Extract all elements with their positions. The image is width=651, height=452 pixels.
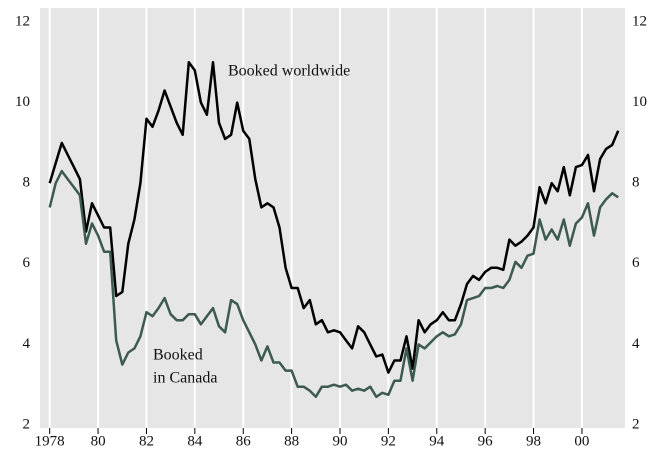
x-tick-label: 86 (236, 433, 252, 449)
y-tick-label: 8 (23, 175, 31, 191)
y-tick-label: 12 (15, 13, 30, 29)
annotation: Booked worldwide (228, 63, 350, 80)
y2-tick-label: 8 (632, 175, 640, 191)
plot-background (40, 8, 625, 428)
x-tick-label: 00 (574, 433, 589, 449)
x-tick-label: 96 (478, 433, 494, 449)
y2-tick-label: 12 (632, 13, 647, 29)
x-tick-label: 90 (333, 433, 348, 449)
y2-tick-label: 6 (632, 255, 640, 271)
x-tick-label: 84 (187, 433, 203, 449)
y2-tick-label: 2 (632, 416, 640, 432)
data-line (48, 169, 619, 399)
data-line (48, 61, 620, 374)
x-tick-label: 1978 (35, 433, 65, 449)
x-tick-label: 92 (381, 433, 396, 449)
annotation: Booked (153, 347, 203, 364)
x-tick-label: 94 (429, 433, 445, 449)
x-tick-label: 98 (526, 433, 541, 449)
y2-tick-label: 10 (632, 94, 647, 110)
x-tick-label: 80 (91, 433, 106, 449)
y-tick-label: 6 (23, 255, 31, 271)
annotation: in Canada (153, 370, 217, 387)
x-tick-label: 88 (284, 433, 299, 449)
y-tick-label: 4 (23, 336, 31, 352)
y-tick-label: 2 (23, 416, 31, 432)
y2-tick-label: 4 (632, 336, 640, 352)
y-tick-label: 10 (15, 94, 30, 110)
x-tick-label: 82 (139, 433, 154, 449)
